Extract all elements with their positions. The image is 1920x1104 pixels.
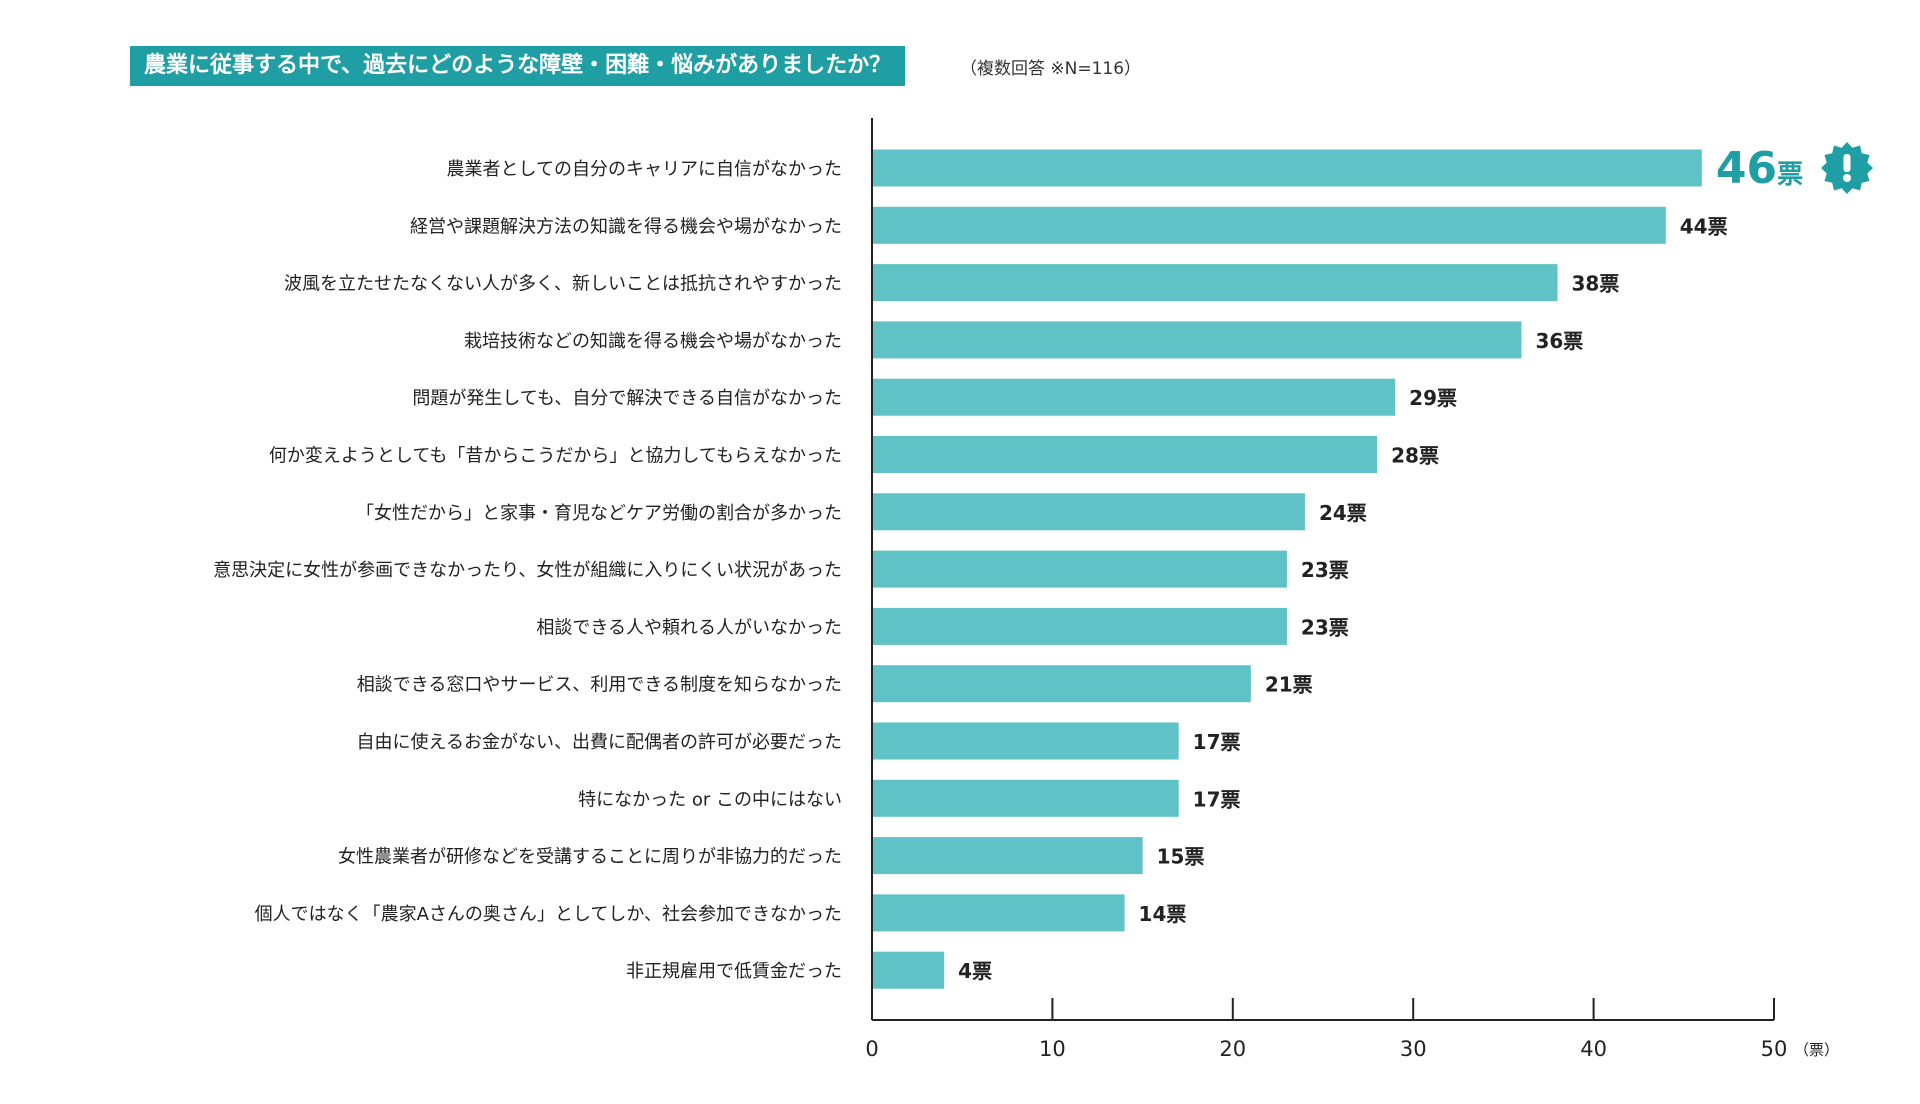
- bar: [872, 607, 1287, 645]
- value-label: 21票: [1265, 673, 1313, 697]
- bar: [872, 378, 1396, 416]
- category-label: 女性農業者が研修などを受講することに周りが非協力的だった: [338, 847, 842, 868]
- x-tick-label: 40: [1580, 1037, 1607, 1061]
- value-label: 23票: [1301, 558, 1349, 582]
- category-label: 問題が発生しても、自分で解決できる自信がなかった: [412, 388, 842, 409]
- category-label: 個人ではなく「農家Aさんの奥さん」としてしか、社会参加できなかった: [255, 904, 842, 925]
- bar: [872, 550, 1287, 588]
- value-label: 23票: [1301, 615, 1349, 639]
- bar: [872, 722, 1179, 760]
- value-label: 44票: [1680, 214, 1728, 238]
- value-label: 28票: [1391, 444, 1439, 468]
- x-tick-label: 10: [1039, 1037, 1066, 1061]
- category-label: 波風を立たせたなくない人が多く、新しいことは抵抗されやすかった: [284, 274, 842, 295]
- x-tick-label: 0: [865, 1037, 878, 1061]
- bar: [872, 894, 1125, 932]
- bar: [872, 264, 1558, 302]
- category-label: 相談できる窓口やサービス、利用できる制度を知らなかった: [357, 675, 842, 696]
- category-label: 経営や課題解決方法の知識を得る機会や場がなかった: [410, 216, 842, 237]
- value-label: 4票: [958, 959, 992, 983]
- bar: [872, 321, 1522, 359]
- bar: [872, 665, 1251, 703]
- value-label: 29票: [1409, 386, 1457, 410]
- category-label: 自由に使えるお金がない、出費に配偶者の許可が必要だった: [357, 732, 842, 753]
- bar: [872, 436, 1378, 473]
- bar: [872, 779, 1179, 817]
- category-label: 意思決定に女性が参画できなかったり、女性が組織に入りにくい状況があった: [213, 560, 842, 581]
- category-label: 栽培技術などの知識を得る機会や場がなかった: [464, 331, 842, 352]
- bar: [872, 493, 1305, 531]
- category-label: 相談できる人や頼れる人がいなかった: [536, 617, 842, 638]
- value-label: 14票: [1139, 902, 1187, 926]
- value-label: 46票: [1716, 143, 1803, 194]
- value-label: 38票: [1572, 272, 1620, 296]
- value-label: 24票: [1319, 501, 1367, 525]
- x-tick-label: 20: [1219, 1037, 1246, 1061]
- bar: [872, 951, 945, 989]
- exclamation-badge-icon: [1821, 142, 1873, 194]
- value-label: 15票: [1157, 845, 1205, 869]
- value-label: 17票: [1193, 787, 1241, 811]
- category-label: 農業者としての自分のキャリアに自信がなかった: [447, 159, 842, 180]
- category-label: 何か変えようとしても「昔からこうだから」と協力してもらえなかった: [269, 446, 842, 467]
- bar: [872, 149, 1702, 187]
- bar: [872, 206, 1666, 244]
- x-tick-label: 30: [1400, 1037, 1427, 1061]
- category-label: 特になかった or この中にはない: [578, 789, 842, 810]
- chart-subtitle: （複数回答 ※N=116）: [960, 59, 1142, 79]
- x-tick-label: 50: [1761, 1037, 1788, 1061]
- value-label: 17票: [1193, 730, 1241, 754]
- bar: [872, 837, 1143, 875]
- category-label: 「女性だから」と家事・育児などケア労働の割合が多かった: [356, 503, 842, 524]
- x-axis-unit-label: （票）: [1794, 1041, 1839, 1059]
- value-label: 36票: [1535, 329, 1583, 353]
- category-label: 非正規雇用で低賃金だった: [626, 961, 842, 982]
- chart-title: 農業に従事する中で、過去にどのような障壁・困難・悩みがありましたか？: [130, 46, 906, 86]
